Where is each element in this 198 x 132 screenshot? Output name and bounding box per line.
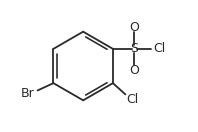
Text: S: S xyxy=(130,42,138,55)
Text: Cl: Cl xyxy=(153,42,165,55)
Text: Br: Br xyxy=(21,87,34,100)
Text: O: O xyxy=(129,21,139,34)
Text: Cl: Cl xyxy=(127,93,139,105)
Text: O: O xyxy=(129,64,139,77)
